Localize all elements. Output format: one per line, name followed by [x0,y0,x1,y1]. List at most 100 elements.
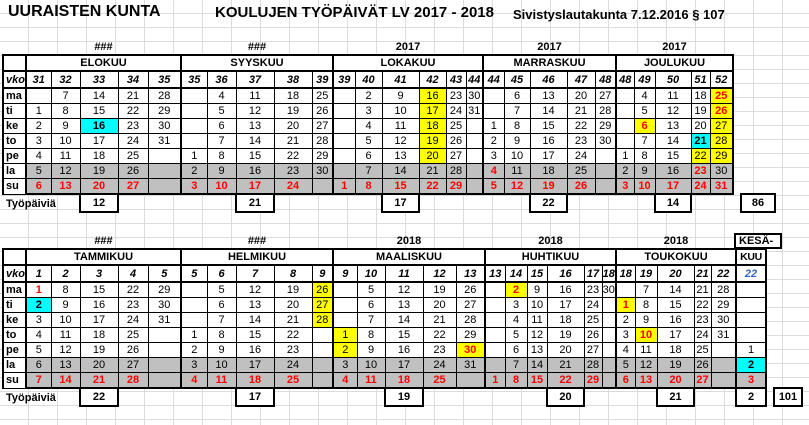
day-cell[interactable]: 20 [79,178,119,195]
day-cell[interactable] [601,372,617,389]
day-cell[interactable]: 4 [180,372,208,389]
day-cell[interactable]: 2 [180,342,208,358]
workdays-count[interactable]: 20 [546,387,585,407]
day-cell[interactable]: 5 [206,281,237,298]
day-cell[interactable]: 6 [25,357,52,373]
week-number[interactable]: 47 [566,70,596,89]
workdays-count[interactable]: 21 [656,387,695,407]
day-cell[interactable]: 3 [332,357,358,373]
day-cell[interactable] [311,342,334,358]
day-cell[interactable] [615,118,635,134]
day-cell[interactable]: 26 [693,357,712,373]
day-cell[interactable]: 27 [455,297,486,313]
week-number[interactable]: 34 [117,70,149,89]
day-cell[interactable]: 6 [356,297,386,313]
day-cell[interactable]: 27 [709,118,734,134]
day-cell[interactable]: 27 [583,342,603,358]
week-number[interactable]: 15 [526,264,548,283]
day-cell[interactable]: 25 [566,163,596,179]
day-cell[interactable]: 10 [50,133,81,149]
day-cell[interactable] [482,87,505,104]
day-cell[interactable]: 13 [384,297,424,313]
day-cell[interactable]: 24 [117,312,149,328]
week-number[interactable]: 1 [25,264,52,283]
day-cell[interactable]: 2 [504,281,528,298]
day-cell[interactable] [180,297,208,313]
day-cell[interactable]: 18 [79,148,119,164]
week-number[interactable]: 5 [147,264,182,283]
day-cell[interactable]: 24 [117,133,149,149]
day-cell[interactable]: 15 [235,327,275,343]
day-cell[interactable]: 13 [634,372,658,389]
day-cell[interactable]: 30 [465,87,484,104]
day-cell[interactable]: 4 [633,87,656,104]
week-number[interactable]: 52 [709,70,734,89]
day-cell[interactable]: 18 [273,87,313,104]
day-cell[interactable]: 24 [690,178,711,195]
day-cell[interactable]: 7 [206,312,237,328]
day-cell[interactable] [180,103,208,119]
day-cell[interactable]: 10 [526,297,548,313]
day-cell[interactable] [601,297,617,313]
day-cell[interactable]: 19 [656,357,695,373]
day-cell[interactable]: 8 [50,281,81,298]
day-cell[interactable]: 7 [634,281,658,298]
day-cell[interactable]: 20 [546,342,585,358]
day-cell[interactable]: 17 [384,357,424,373]
day-cell[interactable]: 31 [465,103,484,119]
week-label[interactable]: vko [2,264,27,283]
day-cell[interactable]: 10 [633,178,656,195]
day-cell[interactable]: 19 [546,327,585,343]
day-cell[interactable]: 5 [504,327,528,343]
day-cell[interactable]: 21 [546,357,585,373]
day-cell[interactable]: 25 [117,148,149,164]
day-cell[interactable]: 24 [273,357,313,373]
day-cell[interactable] [180,87,208,104]
day-cell[interactable]: 18 [79,327,119,343]
day-cell[interactable]: 1 [180,148,208,164]
day-cell[interactable]: 6 [633,118,656,134]
day-cell[interactable]: 29 [710,297,737,313]
week-number[interactable]: 13 [455,264,486,283]
week-number[interactable]: 13 [484,264,506,283]
day-cell[interactable]: 2 [735,357,767,373]
month-header-huhtikuu[interactable]: HUHTIKUU [484,248,617,266]
day-cell[interactable]: 23 [445,87,467,104]
day-cell[interactable] [147,163,182,179]
day-cell[interactable]: 16 [235,163,275,179]
day-cell[interactable]: 12 [381,133,420,149]
day-cell[interactable]: 26 [117,342,149,358]
day-cell[interactable]: 17 [79,133,119,149]
day-cell[interactable]: 6 [504,342,528,358]
day-cell[interactable]: 9 [526,281,548,298]
day-cell[interactable]: 21 [422,312,457,328]
day-cell[interactable] [735,312,767,328]
day-cell[interactable]: 9 [633,163,656,179]
week-number[interactable]: 9 [332,264,358,283]
week-number[interactable]: 22 [735,264,767,283]
day-cell[interactable] [601,342,617,358]
day-cell[interactable]: 28 [709,133,734,149]
week-number[interactable]: 11 [384,264,424,283]
week-number[interactable]: 17 [583,264,603,283]
day-cell[interactable]: 17 [656,327,695,343]
month-header-elokuu[interactable]: ELOKUU [25,54,182,72]
day-cell[interactable]: 28 [117,372,149,389]
week-number[interactable]: 21 [693,264,712,283]
day-cell[interactable]: 27 [311,118,334,134]
day-cell[interactable] [735,297,767,313]
day-cell[interactable]: 3 [25,133,52,149]
day-cell[interactable]: 3 [615,178,635,195]
day-label-ti[interactable]: ti [2,297,27,313]
day-cell[interactable]: 15 [529,118,568,134]
week-number[interactable]: 48 [615,70,635,89]
day-cell[interactable] [484,281,506,298]
day-cell[interactable]: 2 [615,312,636,328]
month-header-toukokuu[interactable]: TOUKOKUU [615,248,737,266]
day-cell[interactable]: 16 [546,281,585,298]
day-cell[interactable]: 22 [273,148,313,164]
day-cell[interactable]: 26 [455,281,486,298]
day-cell[interactable]: 5 [25,342,52,358]
day-cell[interactable]: 21 [117,87,149,104]
day-cell[interactable]: 28 [311,312,334,328]
